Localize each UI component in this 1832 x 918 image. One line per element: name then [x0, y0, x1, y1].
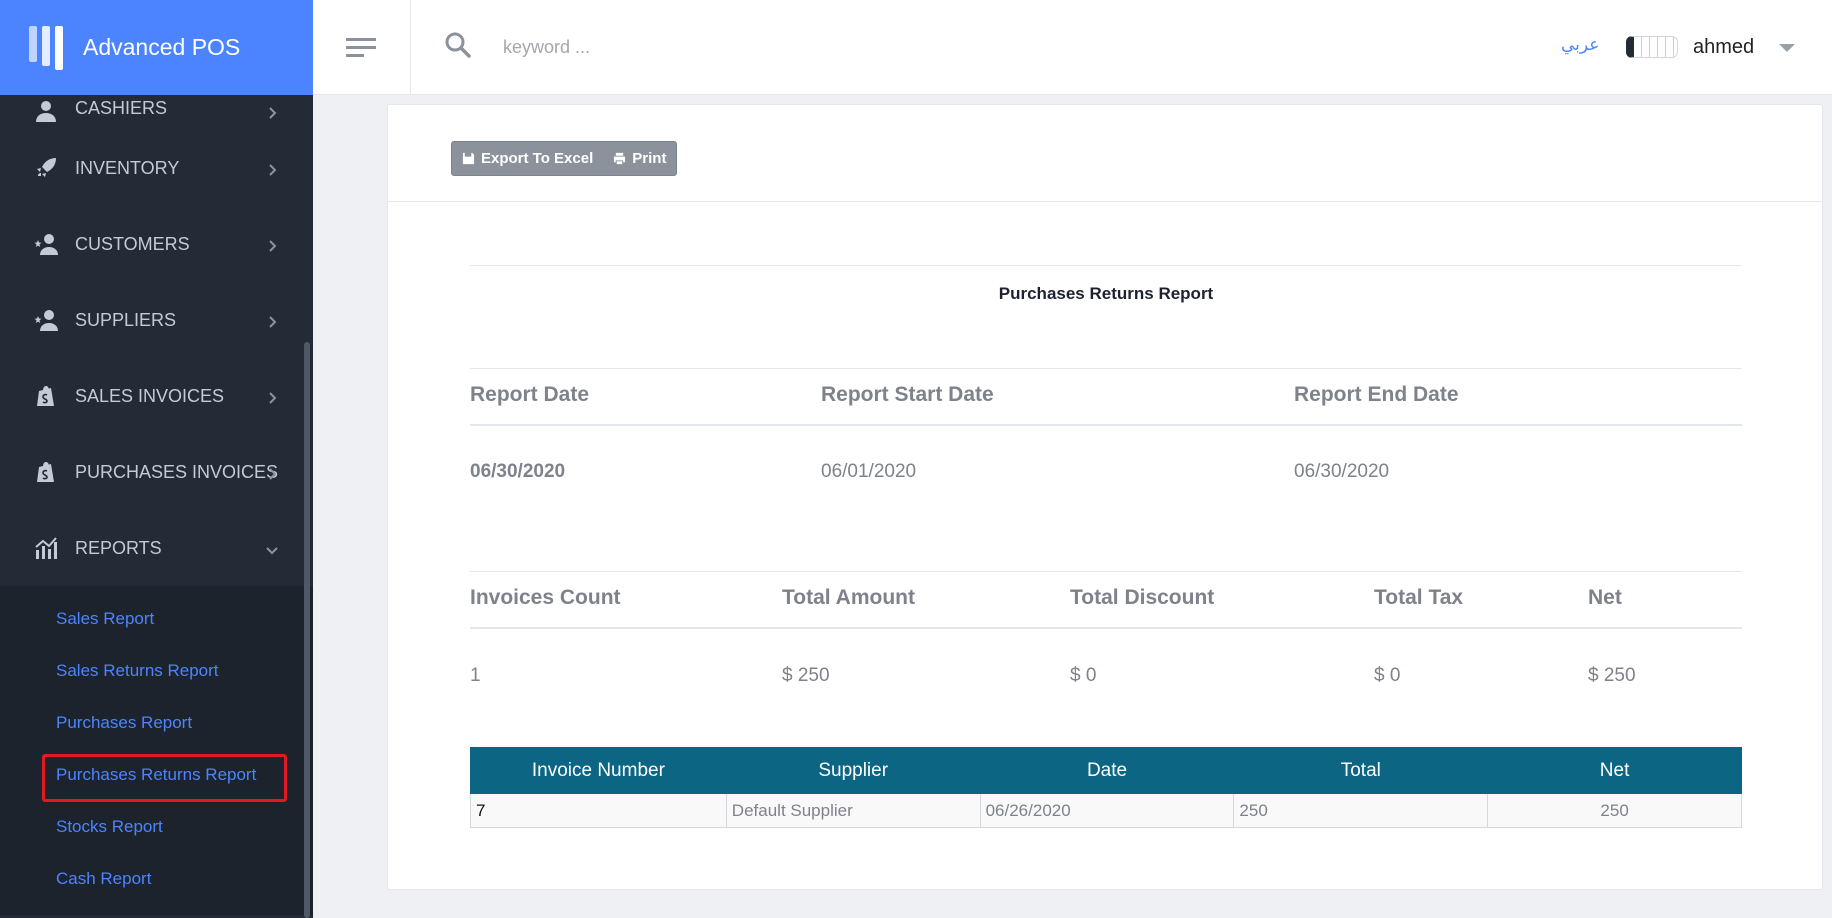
submenu-sales-returns-report[interactable]: Sales Returns Report	[56, 661, 219, 680]
total-discount-value: $ 0	[1070, 665, 1097, 686]
sidebar-item-reports[interactable]: REPORTS	[0, 510, 313, 586]
total-amount-header: Total Amount	[782, 586, 915, 609]
report-body: Purchases Returns Report Report Date Rep…	[470, 265, 1742, 686]
cell-total: 250	[1233, 793, 1489, 828]
table-row[interactable]: 7 Default Supplier 06/26/2020 250 250	[470, 793, 1742, 828]
sidebar-item-label: SUPPLIERS	[75, 309, 177, 330]
invoices-count-value: 1	[470, 665, 481, 686]
invoices-table: Invoice Number Supplier Date Total Net 7…	[470, 747, 1742, 828]
total-tax-value: $ 0	[1374, 665, 1401, 686]
export-excel-button[interactable]: Export To Excel	[452, 142, 603, 175]
sidebar-item-label: CASHIERS	[75, 98, 168, 118]
print-button[interactable]: Print	[603, 142, 676, 175]
shopify-bag-icon	[33, 459, 59, 485]
cell-invoice-number: 7	[470, 793, 727, 828]
brand-name: Advanced POS	[83, 34, 241, 60]
search-icon[interactable]	[443, 30, 473, 60]
menu-toggle-button[interactable]	[313, 0, 411, 95]
dates-header-row: Report Date Report Start Date Report End…	[470, 368, 1742, 426]
report-card: Export To Excel Print Purchases Returns …	[387, 104, 1823, 890]
print-label: Print	[632, 150, 667, 167]
sidebar-item-label: CUSTOMERS	[75, 233, 190, 254]
col-total[interactable]: Total	[1233, 747, 1489, 794]
chevron-right-icon	[265, 104, 279, 119]
star-user-icon	[33, 231, 59, 257]
report-end-date-value: 06/30/2020	[1294, 461, 1390, 482]
total-tax-header: Total Tax	[1374, 586, 1464, 609]
save-icon	[462, 152, 475, 165]
user-icon	[33, 98, 59, 124]
cell-supplier: Default Supplier	[725, 793, 981, 828]
report-end-date-header: Report End Date	[1294, 383, 1459, 406]
col-supplier[interactable]: Supplier	[725, 747, 981, 794]
chart-icon	[33, 535, 59, 561]
report-start-date-header: Report Start Date	[821, 383, 994, 406]
sidebar-menu: CASHIERS INVENTORY CUSTOMERS SUPPLIERS	[0, 92, 313, 586]
report-date-value: 06/30/2020	[470, 461, 566, 482]
submenu-sales-report[interactable]: Sales Report	[56, 609, 155, 628]
cell-date: 06/26/2020	[979, 793, 1235, 828]
top-bar: عربي ahmed	[313, 0, 1832, 95]
brand-logo-icon	[29, 25, 63, 70]
submenu-cash-report[interactable]: Cash Report	[56, 869, 152, 888]
submenu-stocks-report[interactable]: Stocks Report	[56, 817, 163, 836]
col-invoice-number[interactable]: Invoice Number	[470, 747, 727, 794]
submenu-purchases-returns-report[interactable]: Purchases Returns Report	[0, 749, 313, 802]
brand[interactable]: Advanced POS	[0, 0, 313, 95]
report-start-date-value: 06/01/2020	[821, 461, 917, 482]
search-input[interactable]	[503, 28, 903, 66]
avatar[interactable]	[1626, 36, 1678, 58]
net-header: Net	[1588, 586, 1622, 609]
card-toolbar: Export To Excel Print	[388, 105, 1822, 202]
sidebar-item-suppliers[interactable]: SUPPLIERS	[0, 282, 313, 358]
star-user-icon	[33, 307, 59, 333]
sidebar-item-label: INVENTORY	[75, 157, 180, 178]
summary-header-row: Invoices Count Total Amount Total Discou…	[470, 571, 1742, 629]
sidebar: Advanced POS CASHIERS INVENTORY CUSTOMER…	[0, 0, 313, 918]
caret-down-icon[interactable]	[1779, 44, 1795, 52]
table-header-row: Invoice Number Supplier Date Total Net	[470, 747, 1742, 794]
col-date[interactable]: Date	[979, 747, 1235, 794]
sidebar-item-sales-invoices[interactable]: SALES INVOICES	[0, 358, 313, 434]
sidebar-item-label: PURCHASES INVOICES	[75, 461, 279, 482]
submenu-purchases-report[interactable]: Purchases Report	[56, 713, 193, 732]
shopify-bag-icon	[33, 383, 59, 409]
export-button-group: Export To Excel Print	[451, 141, 678, 176]
sidebar-item-inventory[interactable]: INVENTORY	[0, 130, 313, 206]
col-net[interactable]: Net	[1487, 747, 1742, 794]
cell-net: 250	[1487, 793, 1742, 828]
language-switch-link[interactable]: عربي	[1561, 35, 1600, 54]
total-discount-header: Total Discount	[1070, 586, 1215, 609]
net-value: $ 250	[1588, 665, 1636, 686]
hamburger-icon	[345, 37, 376, 57]
sidebar-item-label: REPORTS	[75, 537, 162, 558]
chevron-right-icon	[265, 161, 279, 176]
sidebar-item-cashiers[interactable]: CASHIERS	[0, 92, 313, 130]
chevron-right-icon	[265, 237, 279, 252]
sidebar-item-customers[interactable]: CUSTOMERS	[0, 206, 313, 282]
invoices-count-header: Invoices Count	[470, 586, 621, 609]
sidebar-scrollbar[interactable]	[304, 342, 310, 918]
report-date-header: Report Date	[470, 383, 590, 406]
rocket-icon	[33, 155, 59, 181]
sidebar-item-purchases-invoices[interactable]: PURCHASES INVOICES	[0, 434, 313, 510]
user-name[interactable]: ahmed	[1693, 36, 1755, 58]
chevron-right-icon	[265, 313, 279, 328]
print-icon	[614, 152, 626, 165]
chevron-down-icon	[265, 541, 279, 555]
reports-submenu: Sales Report Sales Returns Report Purcha…	[0, 586, 313, 915]
report-title: Purchases Returns Report	[470, 265, 1742, 303]
sidebar-item-label: SALES INVOICES	[75, 385, 225, 406]
export-excel-label: Export To Excel	[481, 150, 594, 167]
chevron-right-icon	[265, 465, 279, 480]
chevron-right-icon	[265, 389, 279, 404]
total-amount-value: $ 250	[782, 665, 830, 686]
